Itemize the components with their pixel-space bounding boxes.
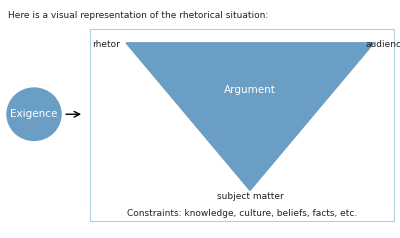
Text: audience: audience [365,40,400,49]
Text: rhetor: rhetor [92,40,120,49]
Text: Argument: Argument [224,85,276,95]
Text: Exigence: Exigence [10,109,58,119]
Ellipse shape [7,88,61,140]
Polygon shape [126,43,374,190]
Text: subject matter: subject matter [217,192,283,201]
Text: Here is a visual representation of the rhetorical situation:: Here is a visual representation of the r… [8,11,268,20]
Text: Constraints: knowledge, culture, beliefs, facts, etc.: Constraints: knowledge, culture, beliefs… [127,208,357,218]
